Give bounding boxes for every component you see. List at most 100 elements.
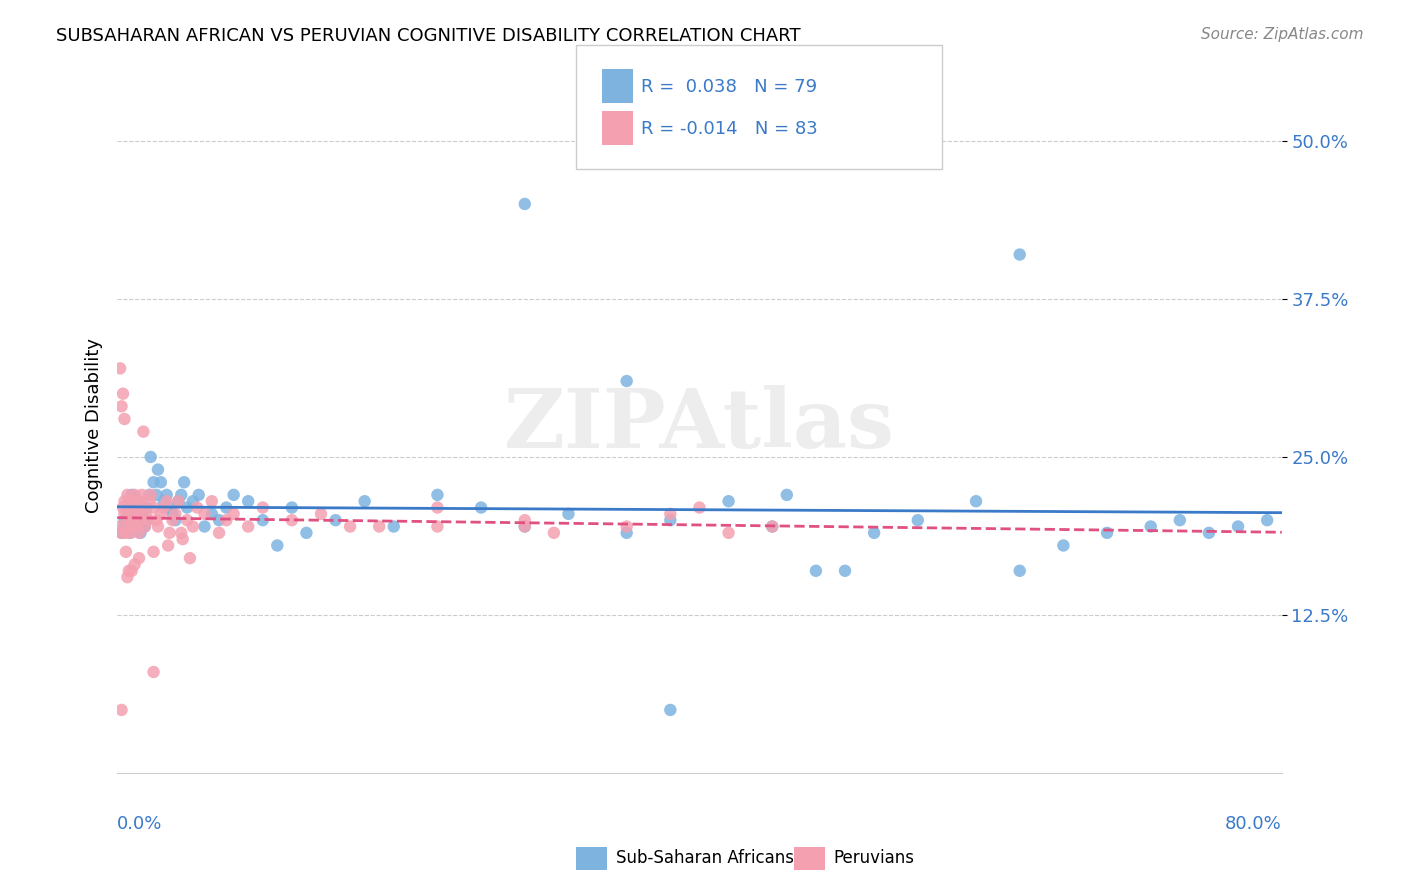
Point [118, 507, 141, 521]
Point [162, 507, 184, 521]
Point [136, 513, 159, 527]
Text: R = -0.014   N = 83: R = -0.014 N = 83 [641, 120, 818, 138]
Point [266, 539, 288, 553]
Point [1008, 247, 1031, 261]
Point [513, 513, 536, 527]
Point [470, 500, 492, 515]
Point [1198, 525, 1220, 540]
Point [776, 488, 799, 502]
Point [339, 519, 361, 533]
Point [128, 513, 150, 527]
Point [863, 525, 886, 540]
Point [156, 494, 179, 508]
Point [135, 500, 157, 515]
Point [543, 525, 565, 540]
Point [1256, 513, 1278, 527]
Point [761, 519, 783, 533]
Point [281, 500, 304, 515]
Point [125, 500, 148, 515]
Point [170, 525, 193, 540]
Text: Sub-Saharan Africans: Sub-Saharan Africans [616, 849, 794, 867]
Point [281, 513, 304, 527]
Point [208, 525, 231, 540]
Point [426, 519, 449, 533]
Point [804, 564, 827, 578]
Point [118, 494, 141, 508]
Point [108, 361, 131, 376]
Point [659, 513, 682, 527]
Point [557, 507, 579, 521]
Point [121, 564, 143, 578]
Point [156, 488, 179, 502]
Point [120, 525, 142, 540]
Point [124, 507, 146, 521]
Point [152, 500, 174, 515]
Point [120, 513, 142, 527]
Point [309, 507, 332, 521]
Point [1227, 519, 1250, 533]
Point [142, 545, 165, 559]
Text: 0.0%: 0.0% [117, 815, 163, 833]
Point [117, 488, 139, 502]
Text: 80.0%: 80.0% [1225, 815, 1282, 833]
Y-axis label: Cognitive Disability: Cognitive Disability [86, 338, 103, 513]
Point [252, 513, 274, 527]
Point [138, 488, 160, 502]
Point [162, 513, 184, 527]
Point [353, 494, 375, 508]
Text: SUBSAHARAN AFRICAN VS PERUVIAN COGNITIVE DISABILITY CORRELATION CHART: SUBSAHARAN AFRICAN VS PERUVIAN COGNITIVE… [56, 27, 801, 45]
Point [121, 500, 143, 515]
Point [167, 494, 190, 508]
Point [513, 519, 536, 533]
Point [1095, 525, 1118, 540]
Point [965, 494, 987, 508]
Point [142, 665, 165, 679]
Point [146, 462, 169, 476]
Point [222, 488, 245, 502]
Point [117, 570, 139, 584]
Point [142, 475, 165, 490]
Text: R =  0.038   N = 79: R = 0.038 N = 79 [641, 78, 817, 96]
Point [132, 513, 155, 527]
Point [115, 545, 138, 559]
Point [149, 475, 172, 490]
Point [131, 507, 153, 521]
Point [128, 525, 150, 540]
Point [717, 525, 740, 540]
Point [717, 494, 740, 508]
Point [128, 551, 150, 566]
Point [426, 488, 449, 502]
Point [159, 525, 181, 540]
Point [127, 507, 149, 521]
Point [834, 564, 856, 578]
Point [146, 519, 169, 533]
Point [114, 513, 136, 527]
Point [193, 519, 215, 533]
Point [215, 500, 238, 515]
Point [114, 412, 136, 426]
Point [688, 500, 710, 515]
Point [128, 494, 150, 508]
Text: ZIPAtlas: ZIPAtlas [503, 385, 894, 466]
Point [513, 519, 536, 533]
Point [117, 513, 139, 527]
Point [134, 519, 156, 533]
Point [122, 500, 145, 515]
Point [145, 488, 167, 502]
Point [110, 400, 132, 414]
Point [616, 374, 638, 388]
Point [145, 513, 167, 527]
Point [222, 507, 245, 521]
Point [1168, 513, 1191, 527]
Point [167, 494, 190, 508]
Point [111, 386, 134, 401]
Point [187, 488, 209, 502]
Point [114, 519, 136, 533]
Point [125, 500, 148, 515]
Text: Peruvians: Peruvians [834, 849, 915, 867]
Point [118, 507, 141, 521]
Point [139, 450, 162, 464]
Point [111, 500, 134, 515]
Point [117, 500, 139, 515]
Point [172, 532, 194, 546]
